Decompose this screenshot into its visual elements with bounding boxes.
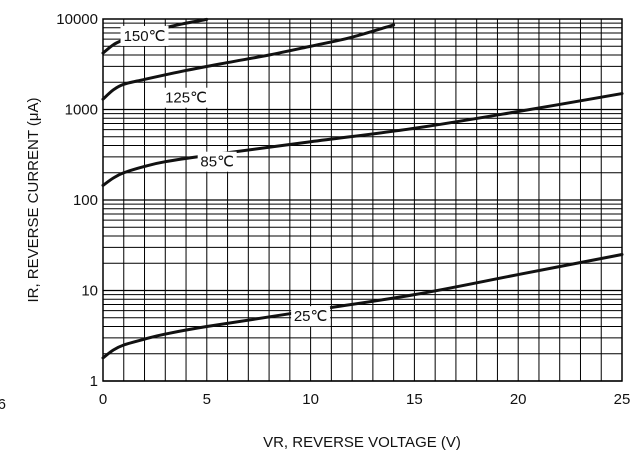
- x-tick-label: 5: [203, 391, 211, 408]
- series-curves: [101, 17, 624, 360]
- tick-labels: 0 5 10 15 20 25 1 10 100 1000 10000: [56, 11, 630, 408]
- x-axis-title: VR, REVERSE VOLTAGE (V): [263, 434, 461, 451]
- y-tick-label: 10000: [56, 11, 98, 28]
- x-tick-label: 20: [510, 391, 527, 408]
- x-tick-label: 0: [99, 391, 107, 408]
- plot-frame: [102, 18, 623, 382]
- x-tick-label: 10: [302, 391, 319, 408]
- x-tick-label: 25: [614, 391, 631, 408]
- y-tick-label: 10: [81, 283, 98, 300]
- curve-label-bg-1: [162, 87, 211, 108]
- curve-label-bg-3: [291, 306, 331, 327]
- y-tick-label: 1000: [65, 102, 98, 119]
- curve-label-2: 85℃: [200, 154, 234, 171]
- y-tick-label: 100: [73, 192, 98, 209]
- edge-fragment-text: 6: [0, 396, 6, 413]
- curve-label-bg-2: [197, 151, 237, 172]
- x-tick-label: 15: [406, 391, 423, 408]
- series-curve-1: [101, 23, 396, 101]
- curve-labels: 150℃ 125℃ 85℃ 25℃: [120, 25, 331, 327]
- curve-label-1: 125℃: [165, 90, 207, 107]
- plot-border: [102, 18, 623, 382]
- curve-label-bg-0: [120, 25, 169, 46]
- y-axis-title: IR, REVERSE CURRENT (μA): [25, 97, 42, 302]
- y-tick-label: 1: [90, 373, 98, 390]
- series-curve-3: [101, 252, 624, 360]
- curve-label-3: 25℃: [294, 308, 328, 325]
- grid-lines: [102, 19, 623, 382]
- curve-label-0: 150℃: [124, 28, 166, 45]
